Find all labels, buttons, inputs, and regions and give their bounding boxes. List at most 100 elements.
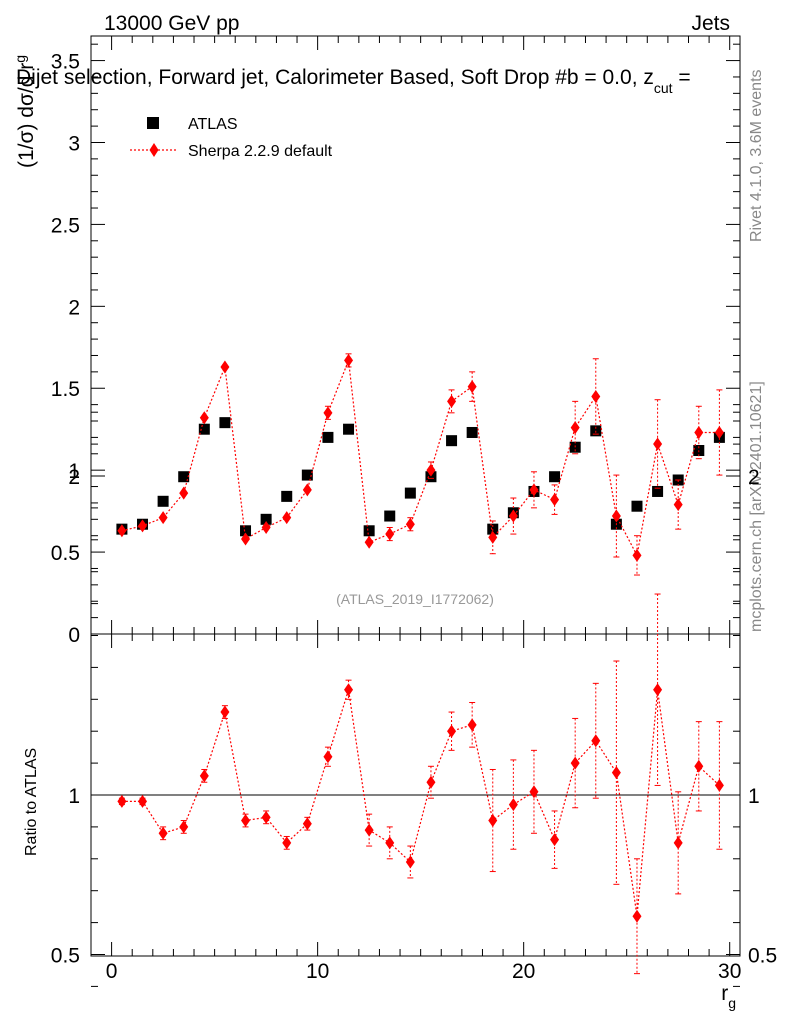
legend-sherpa-label: Sherpa 2.2.9 default [188, 143, 333, 160]
atlas-point [466, 426, 478, 438]
ratio-point [282, 836, 292, 850]
ratio-point [138, 794, 148, 808]
plot-title-suffix: = [673, 66, 691, 89]
sherpa-point [508, 509, 518, 523]
atlas-point [322, 431, 334, 443]
sherpa-point [220, 360, 230, 374]
atlas-point [281, 490, 293, 502]
series-layer [116, 353, 725, 975]
x-axis-label-subscript: g [728, 995, 736, 1011]
atlas-point [446, 435, 458, 447]
y-axis-label: (1/σ) dσ/d rg [12, 55, 38, 168]
atlas-point [219, 417, 231, 429]
mcplots-label: mcplots.cern.ch [arXiv:2401.10621] [748, 381, 765, 632]
ratio-point [714, 778, 724, 792]
y-tick-label: 3 [68, 132, 80, 155]
atlas-point [198, 423, 210, 435]
analysis-id: (ATLAS_2019_I1772062) [336, 591, 494, 607]
ratio-point [673, 836, 683, 850]
ratio-point [426, 775, 436, 789]
atlas-point [384, 510, 396, 522]
ratio-tick-label-left: 2 [68, 466, 80, 489]
ratio-point [611, 766, 621, 780]
axis-ticks [90, 36, 740, 987]
sherpa-point [694, 425, 704, 439]
sherpa-point [529, 483, 539, 497]
atlas-point [363, 525, 375, 537]
x-tick-label: 0 [106, 960, 118, 983]
process-label: Jets [691, 12, 730, 35]
sherpa-point [488, 530, 498, 544]
ratio-point [220, 705, 230, 719]
sherpa-point [467, 380, 477, 394]
ratio-tick-label-right: 0.5 [748, 945, 777, 968]
sherpa-point [344, 353, 354, 367]
x-tick-label: 20 [512, 960, 535, 983]
atlas-point [425, 471, 437, 483]
ratio-axis-label: Ratio to ATLAS [23, 748, 40, 856]
ratio-point [694, 759, 704, 773]
ratio-point [405, 855, 415, 869]
ratio-point [364, 823, 374, 837]
y-tick-label: 0.5 [51, 542, 80, 565]
ratio-point [261, 810, 271, 824]
sherpa-line [121, 360, 720, 558]
sherpa-point [241, 532, 251, 546]
ratio-point [591, 734, 601, 748]
sherpa-point [632, 548, 642, 562]
sherpa-point [117, 524, 127, 538]
ratio-tick-label-left: 1 [68, 785, 80, 808]
x-axis-label-text: r [721, 982, 728, 1005]
x-axis-label: rg [721, 982, 736, 1011]
ratio-point [488, 814, 498, 828]
ratio-point [529, 785, 539, 799]
sherpa-point [611, 509, 621, 523]
atlas-point [404, 487, 416, 499]
atlas-point [631, 500, 643, 512]
atlas-point [301, 469, 313, 481]
ratio-point [199, 769, 209, 783]
ratio-point [653, 683, 663, 697]
axis-tick-labels: 0 10 20 3000.511.522.533.50.5 0.51 12 2 [51, 51, 777, 983]
rivet-label: Rivet 4.1.0, 3.6M events [748, 69, 765, 242]
ratio-point [344, 683, 354, 697]
ratio-point [158, 826, 168, 840]
legend-sherpa-marker [149, 143, 159, 157]
atlas-point [652, 485, 664, 497]
plot-title-text: Dijet selection, Forward jet, Calorimete… [16, 66, 654, 89]
y-tick-label: 3.5 [51, 51, 80, 74]
ratio-point [447, 724, 457, 738]
sherpa-point [261, 521, 271, 535]
sherpa-point [364, 535, 374, 549]
sherpa-point [179, 486, 189, 500]
y-tick-label: 1 [68, 460, 80, 483]
ratio-point [302, 817, 312, 831]
ratio-point [117, 794, 127, 808]
y-tick-label: 2.5 [51, 214, 80, 237]
plot-title: Dijet selection, Forward jet, Calorimete… [16, 66, 691, 96]
sherpa-point [199, 411, 209, 425]
y-tick-label: 0 [68, 624, 80, 647]
x-tick-label: 10 [306, 960, 329, 983]
sherpa-point [302, 483, 312, 497]
ratio-tick-label-right: 1 [748, 785, 760, 808]
ratio-point [323, 750, 333, 764]
ratio-tick-label-right: 2 [748, 466, 760, 489]
sherpa-point [550, 493, 560, 507]
ratio-point [241, 814, 251, 828]
atlas-point [549, 471, 561, 483]
atlas-point [178, 471, 190, 483]
sherpa-point [714, 425, 724, 439]
sherpa-point [653, 437, 663, 451]
atlas-point [343, 423, 355, 435]
ratio-tick-label-left: 0.5 [51, 945, 80, 968]
sherpa-point [570, 421, 580, 435]
sherpa-point [158, 511, 168, 525]
atlas-point [260, 513, 272, 525]
ratio-point [570, 756, 580, 770]
atlas-point [240, 525, 252, 537]
sherpa-point [426, 463, 436, 477]
sherpa-point [673, 498, 683, 512]
legend-atlas-marker [147, 117, 159, 129]
